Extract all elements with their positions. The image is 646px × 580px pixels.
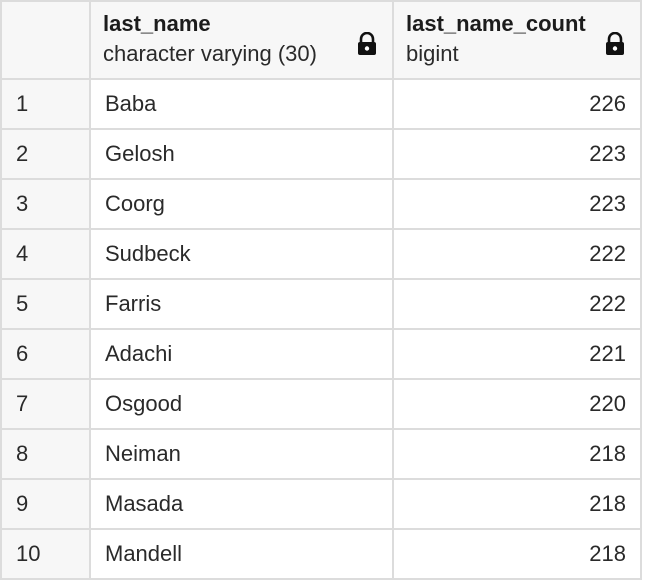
- last-name-cell[interactable]: Masada: [89, 478, 394, 530]
- lock-icon: [358, 32, 376, 55]
- count-cell[interactable]: 218: [392, 428, 642, 480]
- table-body: 1 Baba 226 2 Gelosh 223 3 Coorg 223 4 Su…: [0, 78, 642, 580]
- row-number[interactable]: 5: [0, 278, 91, 330]
- last-name-cell[interactable]: Coorg: [89, 178, 394, 230]
- table-row[interactable]: 7 Osgood 220: [0, 378, 642, 430]
- table-row[interactable]: 4 Sudbeck 222: [0, 228, 642, 280]
- column-header-last-name-count[interactable]: last_name_count bigint: [392, 0, 642, 80]
- lock-icon: [606, 32, 624, 55]
- table-row[interactable]: 2 Gelosh 223: [0, 128, 642, 180]
- count-cell[interactable]: 221: [392, 328, 642, 380]
- table-row[interactable]: 9 Masada 218: [0, 478, 642, 530]
- last-name-cell[interactable]: Gelosh: [89, 128, 394, 180]
- row-number-header[interactable]: [0, 0, 91, 80]
- table-row[interactable]: 3 Coorg 223: [0, 178, 642, 230]
- table-row[interactable]: 6 Adachi 221: [0, 328, 642, 380]
- count-cell[interactable]: 223: [392, 128, 642, 180]
- column-type: character varying (30): [103, 41, 317, 66]
- last-name-cell[interactable]: Adachi: [89, 328, 394, 380]
- last-name-cell[interactable]: Mandell: [89, 528, 394, 580]
- row-number[interactable]: 9: [0, 478, 91, 530]
- column-name: last_name_count: [406, 11, 586, 36]
- row-number[interactable]: 10: [0, 528, 91, 580]
- last-name-cell[interactable]: Sudbeck: [89, 228, 394, 280]
- table-row[interactable]: 10 Mandell 218: [0, 528, 642, 580]
- table-row[interactable]: 1 Baba 226: [0, 78, 642, 130]
- last-name-cell[interactable]: Farris: [89, 278, 394, 330]
- count-cell[interactable]: 218: [392, 528, 642, 580]
- count-cell[interactable]: 223: [392, 178, 642, 230]
- last-name-cell[interactable]: Osgood: [89, 378, 394, 430]
- column-name: last_name: [103, 11, 211, 36]
- row-number[interactable]: 8: [0, 428, 91, 480]
- row-number[interactable]: 4: [0, 228, 91, 280]
- row-number[interactable]: 2: [0, 128, 91, 180]
- count-cell[interactable]: 218: [392, 478, 642, 530]
- column-type: bigint: [406, 41, 459, 66]
- table-header: last_name character varying (30) last_na…: [0, 0, 642, 80]
- table-row[interactable]: 8 Neiman 218: [0, 428, 642, 480]
- count-cell[interactable]: 222: [392, 228, 642, 280]
- last-name-cell[interactable]: Neiman: [89, 428, 394, 480]
- last-name-cell[interactable]: Baba: [89, 78, 394, 130]
- row-number[interactable]: 1: [0, 78, 91, 130]
- table-row[interactable]: 5 Farris 222: [0, 278, 642, 330]
- column-header-last-name[interactable]: last_name character varying (30): [89, 0, 394, 80]
- row-number[interactable]: 7: [0, 378, 91, 430]
- count-cell[interactable]: 222: [392, 278, 642, 330]
- row-number[interactable]: 6: [0, 328, 91, 380]
- count-cell[interactable]: 220: [392, 378, 642, 430]
- count-cell[interactable]: 226: [392, 78, 642, 130]
- row-number[interactable]: 3: [0, 178, 91, 230]
- header-row: last_name character varying (30) last_na…: [0, 0, 642, 80]
